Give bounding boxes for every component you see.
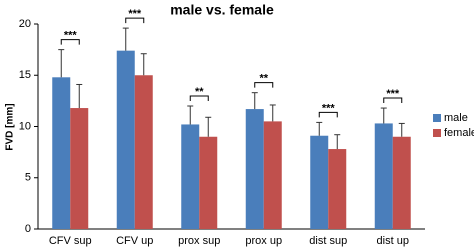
bar xyxy=(245,109,264,229)
significance-bracket xyxy=(189,95,209,101)
significance-bracket xyxy=(125,17,145,24)
significance-label: *** xyxy=(322,102,336,114)
significance-bracket xyxy=(318,111,338,118)
x-tick-label: prox sup xyxy=(178,235,220,247)
error-bar xyxy=(187,105,194,125)
bar xyxy=(263,121,282,229)
error-bar xyxy=(140,53,147,76)
significance-bracket xyxy=(254,82,274,88)
y-tick-label: 0 xyxy=(25,223,31,235)
error-bar xyxy=(76,83,83,109)
bar xyxy=(199,136,218,229)
significance-label: ** xyxy=(259,73,268,85)
bar xyxy=(374,123,393,229)
x-tick-label: dist up xyxy=(377,235,409,247)
error-bar xyxy=(58,49,65,78)
bar xyxy=(134,75,153,229)
significance-label: ** xyxy=(195,86,204,98)
y-tick-label: 5 xyxy=(25,172,31,184)
legend-label: male xyxy=(444,112,468,124)
significance-bracket xyxy=(383,97,403,104)
bar xyxy=(70,108,89,229)
x-tick-label: prox up xyxy=(245,235,282,247)
bar xyxy=(181,124,200,229)
legend-label: female xyxy=(444,127,474,139)
bar xyxy=(392,136,411,229)
error-bar xyxy=(398,122,405,137)
error-bar xyxy=(334,134,341,150)
error-bar xyxy=(251,92,258,110)
bar xyxy=(310,135,329,229)
significance-label: *** xyxy=(64,30,78,42)
y-tick-label: 10 xyxy=(19,120,31,132)
x-tick-label: CFV up xyxy=(116,235,153,247)
y-tick-label: 20 xyxy=(19,18,31,30)
error-bar xyxy=(122,27,129,51)
error-bar xyxy=(316,121,323,136)
x-tick-label: CFV sup xyxy=(49,235,92,247)
error-bar xyxy=(205,116,212,137)
y-tick-label: 15 xyxy=(19,69,31,81)
error-bar xyxy=(269,104,276,122)
significance-label: *** xyxy=(128,8,142,20)
significance-label: *** xyxy=(386,88,400,100)
bar xyxy=(52,77,71,229)
bar xyxy=(116,50,135,230)
legend-swatch xyxy=(433,129,441,137)
legend-swatch xyxy=(433,114,441,122)
significance-bracket xyxy=(60,39,80,45)
x-tick-label: dist sup xyxy=(309,235,347,247)
y-axis-label: FVD [mm] xyxy=(5,103,16,150)
bar xyxy=(328,149,347,229)
chart-title: male vs. female xyxy=(170,2,274,18)
error-bar xyxy=(380,107,387,124)
